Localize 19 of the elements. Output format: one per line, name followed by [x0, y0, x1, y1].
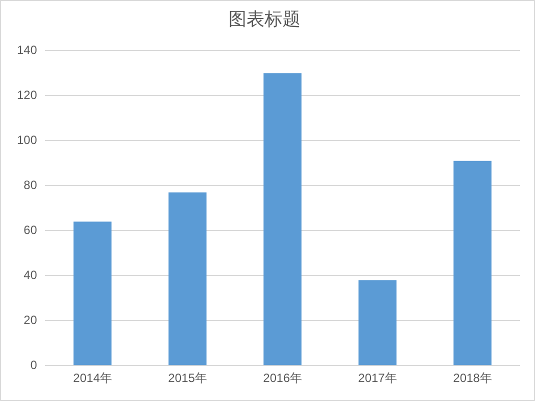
y-tick-label: 120 — [16, 88, 38, 102]
x-tick-label: 2017年 — [358, 371, 397, 386]
bar — [358, 280, 397, 366]
bar — [454, 160, 492, 366]
y-tick-label: 0 — [30, 358, 38, 372]
y-tick-label: 20 — [24, 312, 38, 327]
y-tick-label: 40 — [24, 268, 38, 282]
x-tick-label: 2014年 — [73, 371, 112, 386]
y-tick-label: 60 — [24, 222, 38, 237]
y-tick-label: 100 — [16, 132, 38, 147]
bar — [264, 73, 302, 366]
x-tick-label: 2016年 — [263, 371, 302, 386]
x-tick-label: 2018年 — [453, 371, 492, 386]
bar — [168, 192, 207, 366]
y-tick-label: 80 — [24, 178, 38, 192]
y-tick-label: 140 — [16, 42, 38, 57]
x-tick-label: 2015年 — [168, 371, 207, 386]
bar — [74, 222, 112, 366]
chart-title: 图表标题 — [228, 8, 300, 29]
